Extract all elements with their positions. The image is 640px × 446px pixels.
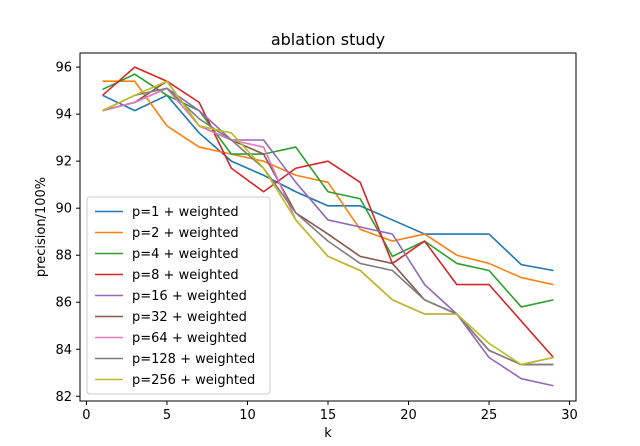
- x-tick-label-4: 20: [400, 408, 417, 423]
- series-line-7: [102, 87, 554, 366]
- series-line-1: [102, 80, 554, 286]
- y-tick-label-2: 86: [55, 296, 72, 311]
- legend-label-2: p=4 + weighted: [132, 247, 239, 262]
- y-tick-label-4: 90: [55, 202, 72, 217]
- y-tick-label-3: 88: [55, 249, 72, 264]
- legend-label-3: p=8 + weighted: [132, 268, 239, 283]
- series-line-3: [102, 66, 555, 359]
- x-axis: 0 5 10 15 20 25 30: [82, 401, 578, 423]
- y-tick-label-7: 96: [55, 61, 72, 76]
- y-axis-label: precision/100%: [34, 177, 49, 277]
- series-line-8: [102, 80, 554, 366]
- x-tick-label-0: 0: [82, 408, 90, 423]
- y-axis: 82 84 86 88 90 92 94 96: [55, 61, 80, 405]
- legend-box: [86, 196, 271, 395]
- x-axis-label: k: [324, 426, 332, 441]
- x-tick-label-6: 30: [561, 408, 578, 423]
- x-tick-label-5: 25: [481, 408, 498, 423]
- y-tick-label-1: 84: [55, 343, 72, 358]
- legend-label-0: p=1 + weighted: [132, 205, 239, 220]
- legend-label-4: p=16 + weighted: [132, 289, 247, 304]
- legend-label-8: p=256 + weighted: [132, 373, 255, 388]
- legend: p=1 + weighted p=2 + weighted p=4 + weight…: [86, 196, 271, 395]
- legend-label-1: p=2 + weighted: [132, 226, 239, 241]
- x-tick-label-1: 5: [163, 408, 171, 423]
- series-line-0: [102, 94, 554, 272]
- y-tick-label-0: 82: [55, 390, 72, 405]
- legend-label-6: p=64 + weighted: [132, 331, 247, 346]
- legend-label-7: p=128 + weighted: [132, 352, 255, 367]
- y-tick-label-6: 94: [55, 108, 72, 123]
- chart-title: ablation study: [271, 30, 385, 49]
- y-tick-label-5: 92: [55, 155, 72, 170]
- x-tick-label-3: 15: [320, 408, 337, 423]
- legend-label-5: p=32 + weighted: [132, 310, 247, 325]
- x-tick-label-2: 10: [239, 408, 256, 423]
- series-lines: [102, 66, 555, 387]
